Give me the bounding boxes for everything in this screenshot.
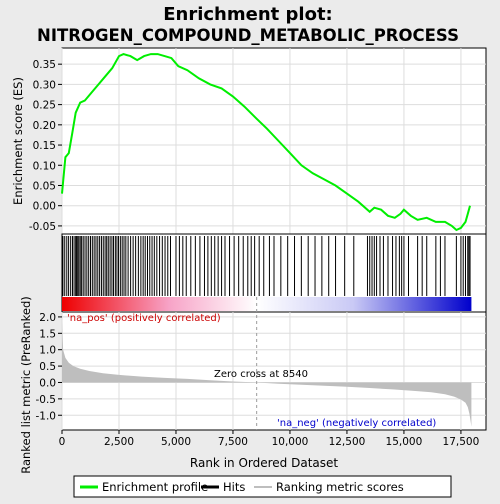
- x-axis: 0 2,500 5,000 7,500 10,000 12,500 15,000 17,500: [59, 430, 480, 448]
- metric-y-tick-label: -1.0: [36, 410, 57, 422]
- es-y-tick-label: -0.05: [29, 221, 56, 233]
- x-tick-label: 0: [59, 436, 66, 448]
- es-gridlines: [61, 48, 486, 234]
- metric-y-tick-label: 2.0: [39, 312, 56, 324]
- es-panel: [61, 47, 487, 235]
- rank-bar-fill: [62, 297, 472, 311]
- chart-title-line1: Enrichment plot:: [163, 4, 333, 25]
- enrichment-profile-line: [61, 53, 471, 232]
- x-tick-label: 5,000: [161, 436, 191, 448]
- es-y-axis-label: Enrichment score (ES): [11, 77, 25, 205]
- rank-color-bar: [62, 297, 472, 311]
- es-y-tick-label: 0.10: [33, 160, 56, 172]
- metric-panel: [61, 311, 487, 431]
- x-axis-label: Rank in Ordered Dataset: [190, 456, 338, 470]
- legend-entry-label: Enrichment profile: [102, 480, 208, 494]
- metric-y-axis: -1.0 -0.5 0.0 0.5 1.0 1.5 2.0: [36, 312, 62, 422]
- metric-y-tick-label: 1.0: [39, 345, 56, 357]
- metric-y-axis-label: Ranked list metric (PreRanked): [19, 296, 33, 474]
- metric-y-tick-label: 0.5: [39, 361, 56, 373]
- es-y-tick-label: 0.20: [33, 120, 56, 132]
- metric-y-tick-label: 0.0: [39, 377, 56, 389]
- es-y-tick-label: 0.35: [33, 59, 56, 71]
- zero-cross-label: Zero cross at 8540: [214, 369, 308, 380]
- metric-gridlines: [61, 312, 486, 430]
- metric-y-tick-label: 1.5: [39, 328, 56, 340]
- es-y-tick-label: 0.15: [33, 140, 56, 152]
- legend: Enrichment profile Hits Ranking metric sco…: [80, 480, 404, 494]
- x-tick-label: 15,000: [386, 436, 423, 448]
- es-y-tick-label: 0.00: [33, 201, 56, 213]
- x-tick-label: 7,500: [218, 436, 248, 448]
- es-y-tick-label: 0.25: [33, 100, 56, 112]
- x-tick-label: 10,000: [272, 436, 309, 448]
- x-tick-label: 17,500: [443, 436, 480, 448]
- positive-correlated-label: 'na_pos' (positively correlated): [67, 313, 221, 324]
- hits-marks: [62, 236, 471, 296]
- x-tick-label: 2,500: [104, 436, 134, 448]
- negative-correlated-label: 'na_neg' (negatively correlated): [277, 418, 436, 429]
- metric-y-tick-label: -0.5: [36, 394, 57, 406]
- es-y-tick-label: 0.30: [33, 79, 56, 91]
- legend-entry-label: Hits: [223, 480, 245, 494]
- es-y-tick-label: 0.05: [33, 180, 56, 192]
- legend-entry-label: Ranking metric scores: [276, 480, 404, 494]
- x-tick-label: 12,500: [329, 436, 366, 448]
- es-y-axis: -0.05 0.00 0.05 0.10 0.15 0.20 0.25 0.30 0.35: [29, 59, 62, 233]
- chart-title-line2: NITROGEN_COMPOUND_METABOLIC_PROCESS: [37, 26, 459, 45]
